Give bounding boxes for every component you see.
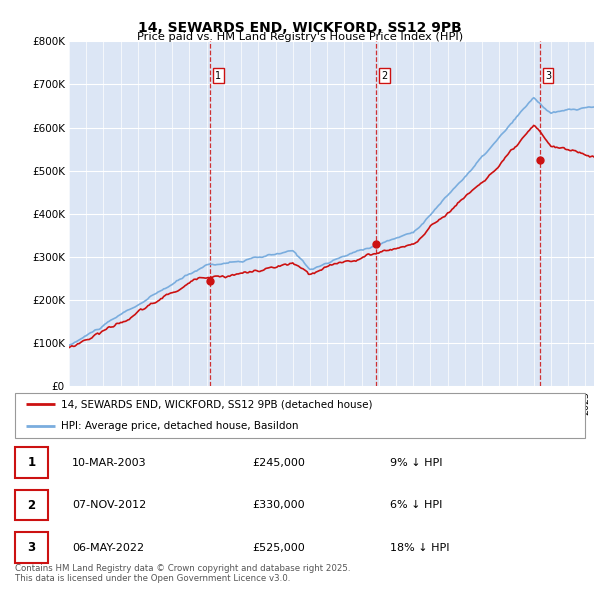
Text: 3: 3 [545,71,551,81]
Text: £245,000: £245,000 [252,458,305,467]
FancyBboxPatch shape [15,447,48,478]
Text: £525,000: £525,000 [252,543,305,552]
Text: 14, SEWARDS END, WICKFORD, SS12 9PB: 14, SEWARDS END, WICKFORD, SS12 9PB [138,21,462,35]
Text: 1: 1 [28,456,35,469]
Text: HPI: Average price, detached house, Basildon: HPI: Average price, detached house, Basi… [61,421,298,431]
FancyBboxPatch shape [15,490,48,520]
Text: Contains HM Land Registry data © Crown copyright and database right 2025.
This d: Contains HM Land Registry data © Crown c… [15,563,350,583]
Text: £330,000: £330,000 [252,500,305,510]
Text: 6% ↓ HPI: 6% ↓ HPI [390,500,442,510]
Text: 10-MAR-2003: 10-MAR-2003 [72,458,146,467]
Text: 07-NOV-2012: 07-NOV-2012 [72,500,146,510]
FancyBboxPatch shape [15,532,48,563]
Text: 06-MAY-2022: 06-MAY-2022 [72,543,144,552]
FancyBboxPatch shape [15,393,585,438]
Text: 1: 1 [215,71,221,81]
Text: 3: 3 [28,541,35,554]
Text: Price paid vs. HM Land Registry's House Price Index (HPI): Price paid vs. HM Land Registry's House … [137,32,463,42]
Text: 14, SEWARDS END, WICKFORD, SS12 9PB (detached house): 14, SEWARDS END, WICKFORD, SS12 9PB (det… [61,399,373,409]
Text: 9% ↓ HPI: 9% ↓ HPI [390,458,443,467]
Text: 2: 2 [382,71,388,81]
Text: 2: 2 [28,499,35,512]
Text: 18% ↓ HPI: 18% ↓ HPI [390,543,449,552]
